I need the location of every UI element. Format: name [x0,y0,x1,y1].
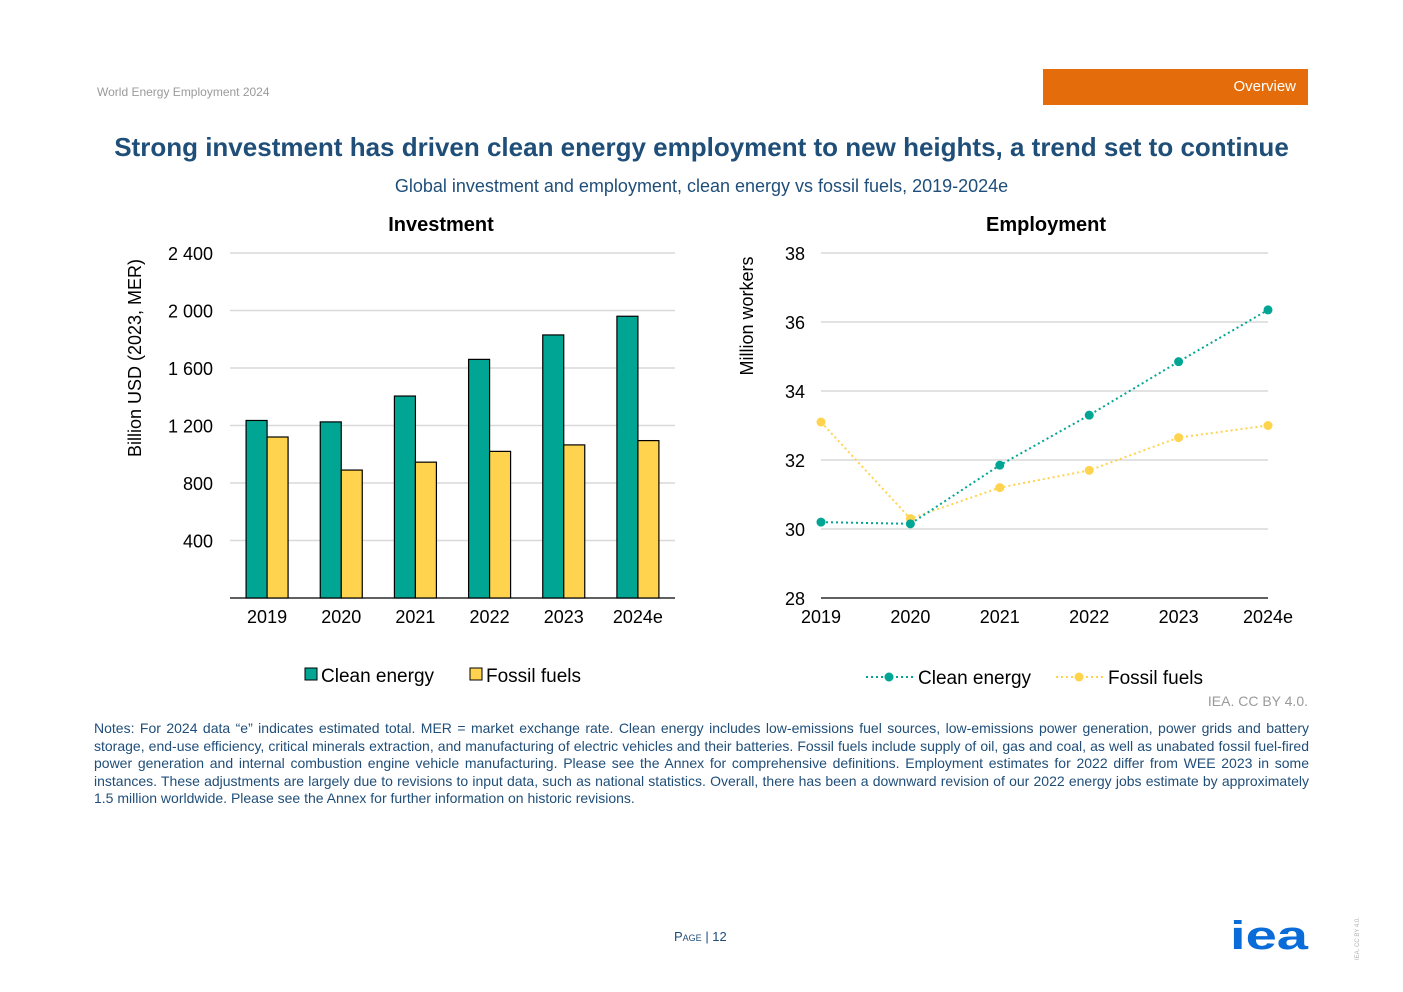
employment-y-tick-label: 38 [785,244,805,264]
investment-y-tick-label: 1 600 [168,359,213,379]
investment-bar-fossil [266,436,289,599]
investment-y-tick-label: 2 000 [168,302,213,322]
iea-logo-text: iea [1230,917,1309,957]
legend-label-clean-line: Clean energy [918,668,1032,689]
employment-point-clean [1263,305,1273,315]
employment-point-fossil [1174,433,1184,443]
investment-x-tick-label: 2022 [470,607,510,627]
employment-x-tick-label: 2024e [1243,607,1293,627]
investment-x-tick-label: 2024e [613,607,663,627]
employment-y-tick-label: 34 [785,382,805,402]
investment-bar-clean [245,419,268,599]
investment-bar-fossil [414,461,438,599]
legend-label-fossil: Fossil fuels [486,666,581,687]
employment-chart-title: Employment [986,214,1106,236]
employment-x-tick-label: 2021 [980,607,1020,627]
investment-chart-title: Investment [388,214,494,236]
investment-bar-clean [616,315,639,599]
investment-y-tick-label: 400 [183,532,213,552]
page-number: Page | 12 [674,929,727,944]
employment-x-tick-label: 2022 [1069,607,1109,627]
employment-point-clean [905,519,915,529]
investment-bar-clean [542,334,565,599]
employment-point-fossil [1263,421,1273,430]
employment-point-clean [1174,357,1184,367]
figure-subtitle: Global investment and employment, clean … [394,176,1009,196]
employment-line-clean [820,309,1269,525]
vertical-credit: IEA. CC BY 4.0. [1355,917,1361,960]
investment-x-tick-label: 2019 [247,607,287,627]
investment-bar-clean [393,395,417,599]
investment-y-tick-label: 1 200 [168,417,213,437]
employment-y-tick-label: 30 [785,520,805,540]
investment-bar-fossil [637,439,660,599]
employment-y-tick-label: 28 [785,589,805,609]
charts-canvas: Investment 400 800 1 200 1 600 2 000 2 400 Bill… [125,214,1293,689]
investment-y-tick-label: 800 [183,474,213,494]
attribution: IEA. CC BY 4.0. [1207,693,1308,709]
employment-point-fossil [816,417,826,427]
investment-bar-fossil [488,450,512,599]
employment-point-clean [995,460,1005,470]
investment-x-tick-label: 2020 [321,607,361,627]
legend-swatch-clean [304,667,318,681]
employment-point-clean [1084,410,1094,420]
figure-notes: Notes: For 2024 data “e” indicates estim… [94,720,1309,806]
employment-y-tick-label: 32 [785,451,805,471]
employment-point-fossil [1084,465,1094,475]
legend-label-fossil-line: Fossil fuels [1108,668,1203,689]
investment-bar-fossil [563,444,586,599]
legend-swatch-fossil [469,667,483,681]
page-label: Page [674,929,702,944]
investment-x-tick-label: 2021 [395,607,435,627]
section-tab[interactable]: Overview [1043,69,1308,105]
investment-y-tick-label: 2 400 [168,244,213,264]
employment-y-axis-label: Million workers [737,256,757,375]
investment-bar-clean [319,421,342,599]
employment-x-tick-label: 2023 [1159,607,1199,627]
employment-y-tick-label: 36 [785,313,805,333]
investment-y-axis-label: Billion USD (2023, MER) [125,259,145,457]
employment-line-fossil [820,421,1269,520]
employment-point-clean [816,517,826,527]
page-value: | 12 [705,929,727,944]
legend-label-clean: Clean energy [321,666,435,687]
legend-marker-fossil [1074,672,1084,682]
iea-logo[interactable]: iea [1230,917,1310,957]
employment-point-fossil [995,483,1005,493]
employment-x-tick-label: 2019 [801,607,841,627]
page-title: Strong investment has driven clean energ… [114,132,1289,162]
investment-x-tick-label: 2023 [544,607,584,627]
employment-x-tick-label: 2020 [890,607,930,627]
legend-marker-clean [884,672,894,682]
report-name: World Energy Employment 2024 [97,85,270,99]
investment-bar-fossil [340,469,363,599]
investment-bar-clean [467,358,491,599]
